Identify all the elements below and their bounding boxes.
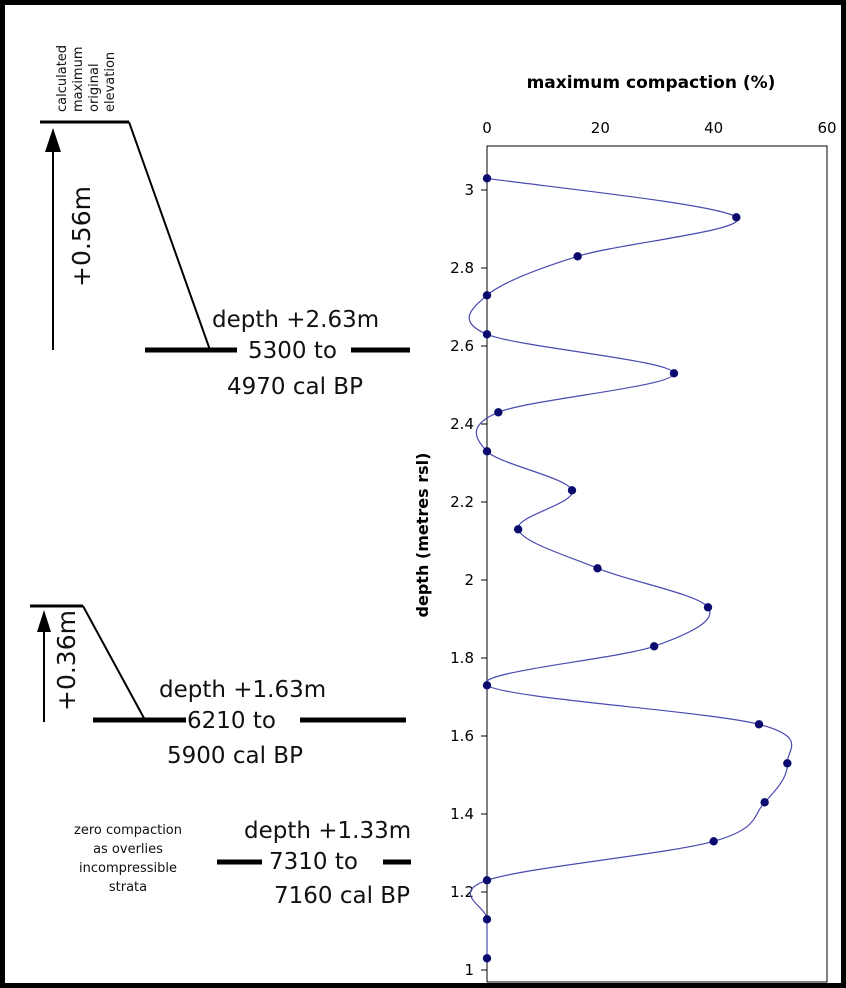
upper-rise-label: +0.56m xyxy=(67,186,96,287)
y-tick-label: 2 xyxy=(464,571,474,589)
zero-compaction-note-line-2: as overlies xyxy=(93,842,163,857)
series-smoothed-line xyxy=(468,177,793,959)
x-tick-label: 20 xyxy=(591,119,610,137)
x-tick-label: 0 xyxy=(482,119,492,137)
y-tick-label: 1.2 xyxy=(450,883,474,901)
middle-range-to: 5900 cal BP xyxy=(167,743,303,769)
data-point xyxy=(482,876,492,885)
data-point xyxy=(732,213,741,222)
elevation-label-line-2: maximum xyxy=(71,46,86,112)
lower-depth-label: depth +1.33m xyxy=(244,818,411,844)
x-tick-label: 40 xyxy=(704,119,723,137)
x-tick-label: 60 xyxy=(817,119,836,137)
y-tick-label: 2.6 xyxy=(450,337,474,355)
data-point xyxy=(783,759,792,768)
data-point xyxy=(703,603,713,612)
middle-depth-label: depth +1.63m xyxy=(159,677,326,703)
chart-title: maximum compaction (%) xyxy=(527,73,776,93)
data-point xyxy=(593,564,602,573)
data-point xyxy=(482,330,492,339)
zero-compaction-note-line-4: strata xyxy=(109,880,147,895)
middle-rise-label: +0.36m xyxy=(52,610,81,711)
data-point xyxy=(482,681,492,690)
elevation-label-line-4: elevation xyxy=(103,52,118,112)
upper-slope-line xyxy=(128,121,211,351)
y-axis-label: depth (metres rsl) xyxy=(413,453,432,618)
data-point xyxy=(482,954,492,963)
data-point xyxy=(482,447,492,456)
data-point xyxy=(494,408,503,417)
plot-area xyxy=(486,145,828,983)
data-point xyxy=(649,642,659,651)
compaction-chart: maximum compaction (%) depth (metres rsl… xyxy=(413,73,837,983)
y-tick-label: 2.8 xyxy=(450,259,474,277)
data-point xyxy=(513,525,523,534)
elevation-label-line-3: original xyxy=(87,63,102,112)
data-points xyxy=(482,174,792,963)
y-tick-label: 2.2 xyxy=(450,493,474,511)
data-point xyxy=(482,915,492,924)
zero-compaction-note-line-1: zero compaction xyxy=(74,823,182,838)
y-tick-label: 2.4 xyxy=(450,415,474,433)
upper-range-from: 5300 to xyxy=(248,338,337,364)
lower-range-from: 7310 to xyxy=(269,849,358,875)
y-tick-label: 1.6 xyxy=(450,727,474,745)
data-point xyxy=(669,369,679,378)
y-tick-label: 1.4 xyxy=(450,805,474,823)
y-axis-ticks: 1 1.2 1.4 1.6 1.8 2 2.2 2.4 2.6 2.8 3 xyxy=(450,181,487,979)
data-point xyxy=(567,486,577,495)
data-point xyxy=(482,174,492,183)
elevation-label-line-1: calculated xyxy=(55,45,70,112)
y-tick-label: 1 xyxy=(464,961,474,979)
middle-rise-arrow-head xyxy=(37,610,51,632)
data-point xyxy=(573,252,582,261)
zero-compaction-note-line-3: incompressible xyxy=(79,861,177,876)
upper-depth-label: depth +2.63m xyxy=(212,307,379,333)
data-point xyxy=(709,837,718,846)
data-point xyxy=(754,720,764,729)
y-tick-label: 1.8 xyxy=(450,649,474,667)
upper-rise-arrow-head xyxy=(45,128,61,152)
upper-elevation-block: calculated maximum original elevation +0… xyxy=(40,45,410,400)
data-point xyxy=(760,798,769,807)
upper-range-to: 4970 cal BP xyxy=(227,374,363,400)
x-axis-ticks: 0 20 40 60 xyxy=(482,119,836,137)
y-tick-label: 3 xyxy=(464,181,474,199)
lower-range-to: 7160 cal BP xyxy=(274,883,410,909)
data-point xyxy=(482,291,492,300)
middle-elevation-block: +0.36m depth +1.63m 6210 to 5900 cal BP xyxy=(30,604,406,769)
middle-slope-line xyxy=(82,605,146,721)
middle-range-from: 6210 to xyxy=(187,708,276,734)
lower-horizon-block: zero compaction as overlies incompressib… xyxy=(74,818,411,909)
